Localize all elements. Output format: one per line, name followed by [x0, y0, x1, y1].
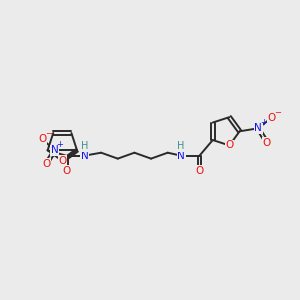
Text: O: O — [267, 113, 276, 123]
Text: H: H — [177, 141, 185, 151]
Text: N: N — [51, 145, 59, 155]
Text: N: N — [81, 151, 88, 161]
Text: +: + — [57, 140, 64, 149]
Text: O: O — [62, 166, 70, 176]
Text: O: O — [58, 156, 66, 166]
Text: H: H — [81, 141, 88, 151]
Text: N: N — [177, 151, 185, 161]
Text: O: O — [225, 140, 233, 150]
Text: O: O — [42, 159, 50, 169]
Text: O: O — [195, 166, 204, 176]
Text: −: − — [45, 129, 52, 138]
Text: O: O — [38, 134, 46, 144]
Text: +: + — [260, 118, 267, 127]
Text: −: − — [274, 108, 281, 117]
Text: N: N — [254, 123, 262, 133]
Text: O: O — [263, 138, 271, 148]
